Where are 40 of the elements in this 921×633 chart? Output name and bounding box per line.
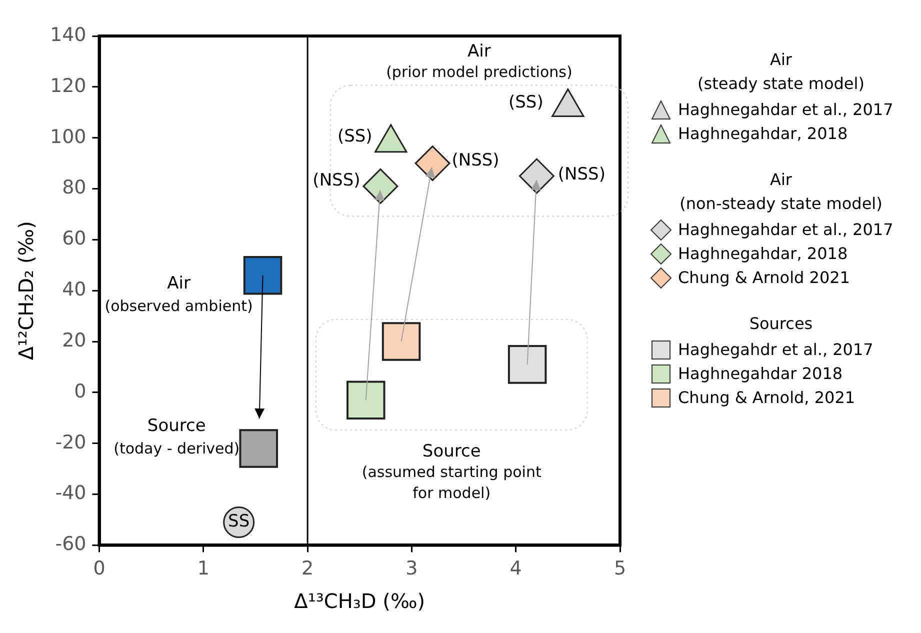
annotation: Source (assumed starting point for model) [362,442,542,502]
y-tick-label: 20 [62,329,86,352]
annotation: (NSS) [558,164,606,184]
text: Air (non-steady state model) [678,169,884,215]
x-tick-label: 3 [406,558,418,580]
annotation: Source (today - derived) [114,416,240,458]
x-tick-label: 1 [197,558,210,580]
legend-label: Haghnegahdar et al., 2017 [678,219,894,241]
annotation: SS [228,512,250,532]
y-tick-label: 60 [62,228,86,250]
y-tick-label: -40 [55,482,86,504]
x-tick-label: 2 [302,558,314,580]
y-tick-label: 0 [74,380,86,402]
y-axis-title: Δ¹²CH₂D₂ (‰) [14,221,38,360]
annotation: (SS) [508,92,544,113]
x-tick-label: 5 [614,558,626,580]
annotation: (NSS) [452,150,500,171]
text: Air (steady state model) [696,49,866,95]
legend-label: Haghnegahdar 2018 [678,363,843,385]
legend-label: Haghnegahdar, 2018 [678,243,848,265]
annotation: (NSS) [312,170,360,191]
annotation: Air (prior model predictions) [386,42,572,82]
y-tick-label: 100 [50,126,86,148]
text: Sources [748,313,814,335]
legend-label: Haghnegahdar, 2018 [678,123,848,145]
y-tick-label: 80 [62,176,86,199]
y-tick-label: 120 [50,74,86,97]
x-axis-title: Δ¹³CH₃D (‰) [294,589,426,614]
legend-label: Chung & Arnold, 2021 [678,387,856,409]
legend-label: Haghnegahdar et al., 2017 [678,99,894,121]
legend-label: Chung & Arnold 2021 [678,267,850,289]
y-tick-label: -60 [55,533,86,556]
annotation: (SS) [337,126,372,146]
y-tick-label: 40 [62,278,86,301]
legend-label: Haghegahdr et al., 2017 [678,339,874,361]
annotation: Air (observed ambient) [104,274,253,316]
y-tick-label: 140 [50,24,86,46]
x-tick-label: 0 [93,558,106,580]
y-tick-label: -20 [55,431,86,454]
x-tick-label: 4 [510,558,522,580]
